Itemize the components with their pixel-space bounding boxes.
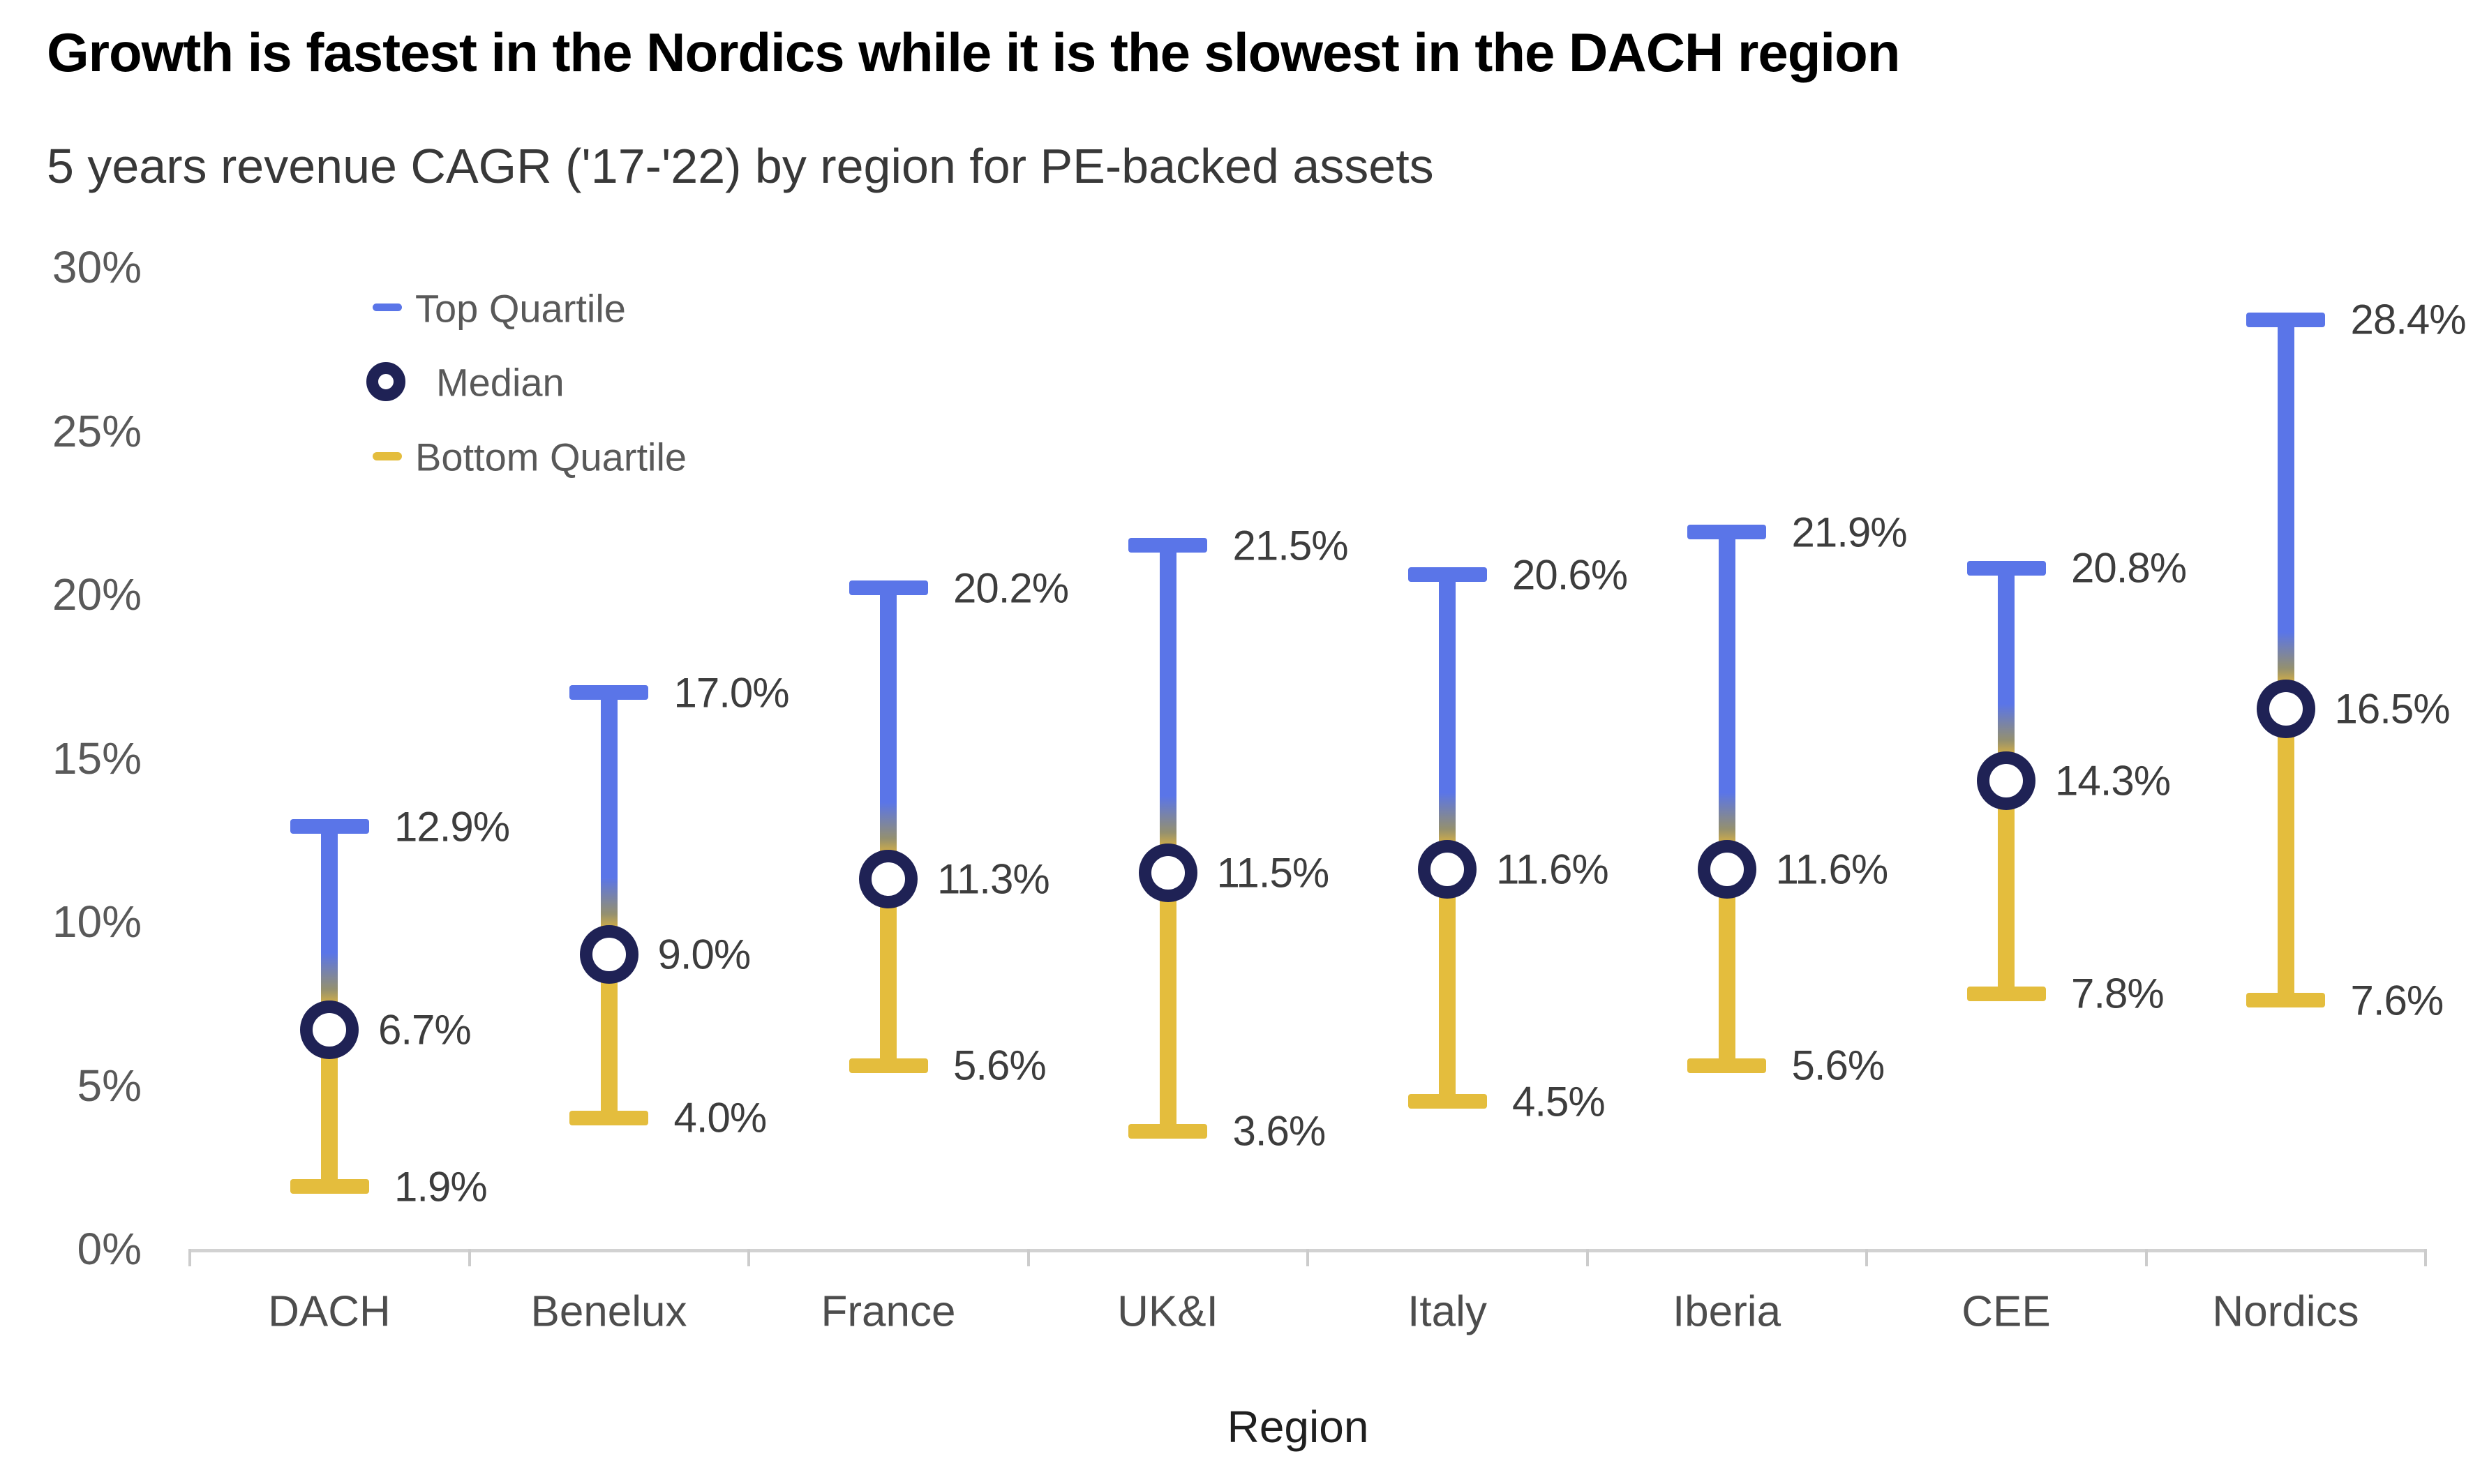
bottom-quartile-value-label: 7.6%: [2350, 977, 2444, 1024]
x-tick-label-italy: Italy: [1407, 1287, 1487, 1336]
median-value-label: 6.7%: [378, 1006, 472, 1054]
y-tick-label: 20%: [52, 569, 142, 620]
median-value-label: 9.0%: [657, 931, 752, 978]
bottom-quartile-value-label: 5.6%: [1791, 1042, 1885, 1089]
x-tick-label-france: France: [821, 1287, 956, 1336]
median-ring-icon: [366, 362, 405, 401]
top-quartile-value-label: 28.4%: [2350, 296, 2467, 343]
median-ring: [859, 850, 918, 909]
top-quartile-value-label: 12.9%: [394, 803, 510, 850]
median-value-label: 11.3%: [937, 855, 1050, 903]
top-quartile-cap: [1128, 538, 1207, 553]
bottom-quartile-cap: [849, 1058, 928, 1073]
top-quartile-stem: [880, 587, 897, 880]
top-quartile-value-label: 17.0%: [673, 669, 790, 717]
median-value-label: 11.6%: [1496, 846, 1609, 893]
bottom-quartile-value-label: 4.0%: [673, 1094, 768, 1141]
top-quartile-stem: [1718, 532, 1735, 869]
bottom-quartile-cap: [1966, 986, 2046, 1001]
y-tick-label: 5%: [77, 1060, 142, 1111]
top-quartile-cap: [1966, 560, 2046, 576]
top-quartile-stem: [1439, 574, 1456, 869]
bottom-quartile-stem: [1159, 872, 1176, 1132]
median-ring: [579, 924, 638, 984]
chart-title: Growth is fastest in the Nordics while i…: [47, 22, 1900, 83]
median-value-label: 14.3%: [2055, 757, 2171, 804]
top-quartile-value-label: 20.8%: [2071, 544, 2187, 592]
median-ring: [1977, 751, 2035, 811]
bottom-quartile-value-label: 4.5%: [1512, 1078, 1606, 1125]
top-quartile-stem: [1998, 568, 2015, 781]
x-tick-label-iberia: Iberia: [1672, 1287, 1781, 1336]
top-quartile-dash-icon: [373, 303, 402, 311]
x-tick-label-benelux: Benelux: [530, 1287, 687, 1336]
bottom-quartile-cap: [1128, 1123, 1207, 1139]
median-value-label: 16.5%: [2334, 685, 2451, 733]
x-axis-tick: [1026, 1249, 1030, 1266]
legend-label-median: Median: [436, 360, 565, 405]
bottom-quartile-cap: [2246, 993, 2325, 1008]
top-quartile-stem: [2277, 320, 2294, 710]
median-ring: [1138, 843, 1197, 902]
x-axis-tick: [2144, 1249, 2148, 1266]
top-quartile-value-label: 20.6%: [1512, 551, 1628, 599]
bottom-quartile-stem: [2277, 709, 2294, 1000]
top-quartile-cap: [290, 819, 369, 834]
top-quartile-cap: [1407, 567, 1487, 583]
bottom-quartile-stem: [1439, 869, 1456, 1102]
x-axis-tick: [2424, 1249, 2427, 1266]
top-quartile-cap: [569, 685, 648, 700]
x-axis-tick: [1306, 1249, 1309, 1266]
x-axis-tick: [468, 1249, 471, 1266]
y-tick-label: 25%: [52, 405, 142, 456]
median-value-label: 11.6%: [1775, 846, 1889, 893]
y-tick-label: 15%: [52, 733, 142, 784]
legend-label-top-quartile: Top Quartile: [415, 286, 626, 331]
bottom-quartile-value-label: 1.9%: [394, 1163, 488, 1211]
bottom-quartile-stem: [1718, 869, 1735, 1066]
y-tick-label: 30%: [52, 242, 142, 292]
bottom-quartile-value-label: 5.6%: [953, 1042, 1047, 1089]
median-value-label: 11.5%: [1216, 849, 1330, 897]
median-ring: [300, 1000, 359, 1059]
bottom-quartile-stem: [1998, 781, 2015, 994]
bottom-quartile-cap: [290, 1179, 369, 1194]
top-quartile-cap: [2246, 312, 2325, 327]
bottom-quartile-dash-icon: [373, 452, 402, 460]
bottom-quartile-value-label: 7.8%: [2071, 970, 2165, 1017]
bottom-quartile-cap: [1687, 1058, 1766, 1073]
x-tick-label-dach: DACH: [268, 1287, 391, 1336]
top-quartile-value-label: 21.9%: [1791, 509, 1908, 556]
y-tick-label: 0%: [77, 1224, 142, 1274]
x-axis-title: Region: [1227, 1402, 1369, 1452]
median-ring: [1418, 839, 1477, 899]
chart-subtitle: 5 years revenue CAGR ('17-'22) by region…: [47, 139, 1434, 193]
top-quartile-stem: [1159, 545, 1176, 873]
top-quartile-stem: [321, 826, 338, 1030]
legend-label-bottom-quartile: Bottom Quartile: [415, 435, 687, 479]
top-quartile-cap: [849, 580, 928, 596]
x-axis-tick: [188, 1249, 191, 1266]
bottom-quartile-stem: [880, 879, 897, 1066]
bottom-quartile-cap: [569, 1110, 648, 1125]
x-axis-tick: [747, 1249, 750, 1266]
x-tick-label-cee: CEE: [1962, 1287, 2051, 1336]
x-axis-tick: [1585, 1249, 1589, 1266]
median-ring: [1697, 839, 1756, 899]
median-ring: [2256, 680, 2315, 739]
y-tick-label: 10%: [52, 897, 142, 947]
bottom-quartile-cap: [1407, 1094, 1487, 1109]
top-quartile-value-label: 21.5%: [1232, 522, 1349, 569]
top-quartile-stem: [600, 692, 618, 954]
x-tick-label-uki: UK&I: [1117, 1287, 1218, 1336]
x-axis-tick: [1865, 1249, 1868, 1266]
top-quartile-cap: [1687, 525, 1766, 540]
top-quartile-value-label: 20.2%: [953, 564, 1069, 612]
bottom-quartile-value-label: 3.6%: [1232, 1107, 1327, 1155]
x-tick-label-nordics: Nordics: [2212, 1287, 2359, 1336]
